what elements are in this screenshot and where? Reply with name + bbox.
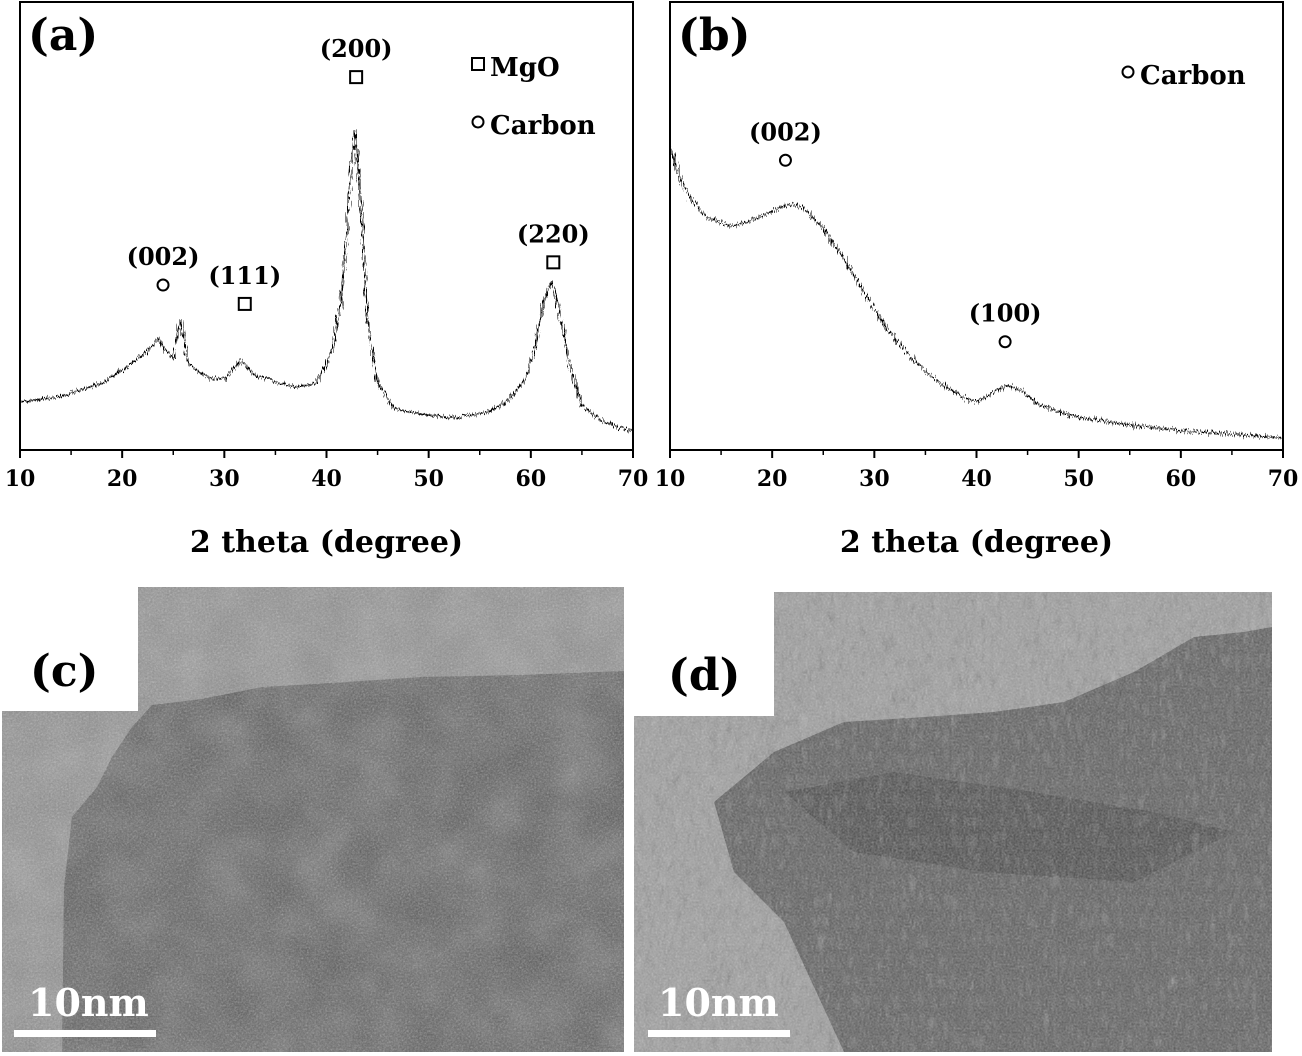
peak-label: (002)	[127, 242, 200, 271]
panel-label-c: (c)	[30, 646, 99, 697]
legend-marker-carbon	[471, 115, 485, 129]
x-tick-label: 30	[859, 466, 890, 492]
x-tick-label: 60	[1166, 466, 1197, 492]
x-tick-label: 10	[5, 466, 36, 492]
legend-marker-mgo	[471, 57, 485, 71]
peak-marker	[778, 153, 792, 167]
peak-marker	[998, 335, 1012, 349]
x-tick-label: 20	[107, 466, 138, 492]
panel-label: (a)	[28, 10, 98, 61]
scale-bar-d	[648, 1030, 790, 1037]
peak-label: (220)	[517, 219, 590, 248]
tem-image-d	[634, 592, 1272, 1052]
peak-label: (111)	[208, 261, 281, 290]
scale-bar-c	[14, 1030, 156, 1037]
scale-label-c: 10nm	[28, 980, 149, 1025]
x-tick-label: 30	[209, 466, 240, 492]
legend-label-carbon: Carbon	[1140, 61, 1246, 91]
x-axis-label: 2 theta (degree)	[190, 525, 463, 560]
x-tick-label: 70	[1268, 466, 1299, 492]
chart-b: 10 20 30 40 50 60 70 2 theta (degree) (b) Carbon (…	[655, 1, 1299, 560]
panel-label-d: (d)	[668, 650, 741, 701]
x-tick-label: 10	[655, 466, 686, 492]
peak-label: (200)	[320, 34, 393, 63]
peak-label: (002)	[749, 117, 822, 146]
x-tick-label: 50	[1063, 466, 1094, 492]
legend-label-mgo: MgO	[490, 53, 560, 83]
peak-marker	[237, 296, 252, 311]
x-tick-label: 40	[311, 466, 342, 492]
chart-a: 10 20 30 40 50 60 70 2 theta (degree) (a) MgO Carb…	[5, 1, 649, 560]
xrd-charts: 10 20 30 40 50 60 70 2 theta (degree) (a) MgO Carb…	[5, 1, 1299, 560]
x-tick-label: 50	[413, 466, 444, 492]
scale-label-d: 10nm	[658, 980, 779, 1025]
x-tick-label: 70	[618, 466, 649, 492]
peak-marker	[546, 255, 561, 270]
peak-marker	[349, 70, 364, 85]
panel-label: (b)	[678, 10, 750, 61]
peak-marker	[156, 278, 170, 292]
peak-label: (100)	[969, 299, 1042, 328]
xrd-series-line	[669, 144, 1284, 439]
legend-marker-carbon	[1121, 65, 1135, 79]
x-tick-label: 20	[757, 466, 788, 492]
x-tick-label: 40	[961, 466, 992, 492]
x-tick-label: 60	[516, 466, 547, 492]
legend-label-carbon: Carbon	[490, 111, 596, 141]
x-axis-label: 2 theta (degree)	[840, 525, 1113, 560]
xrd-series-line	[19, 129, 634, 434]
